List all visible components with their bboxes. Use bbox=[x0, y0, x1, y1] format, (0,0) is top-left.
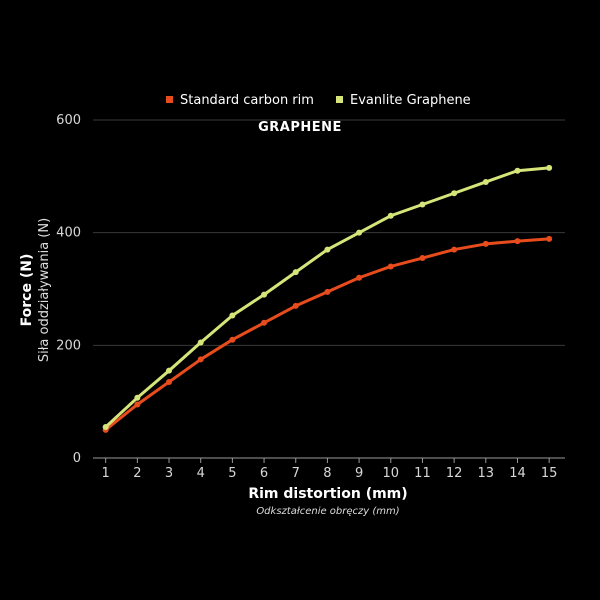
legend-label-standard: Standard carbon rim bbox=[180, 93, 314, 108]
legend-label-graphene: Evanlite Graphene bbox=[350, 93, 471, 108]
x-tick-label-7: 7 bbox=[292, 466, 300, 481]
series-0-point-7 bbox=[292, 302, 299, 309]
series-0-point-2 bbox=[134, 401, 141, 408]
series-1-point-11 bbox=[419, 201, 426, 208]
x-tick-label-2: 2 bbox=[133, 466, 141, 481]
y-tick-label-200: 200 bbox=[56, 338, 81, 353]
x-tick-label-8: 8 bbox=[323, 466, 331, 481]
series-0-point-9 bbox=[356, 274, 363, 281]
series-0-point-14 bbox=[514, 238, 521, 245]
series-1-point-8 bbox=[324, 246, 331, 253]
series-1-point-13 bbox=[482, 178, 489, 185]
x-tick-label-9: 9 bbox=[355, 466, 363, 481]
series-1-point-15 bbox=[546, 164, 553, 171]
grid-lines bbox=[93, 119, 565, 346]
series-0-point-10 bbox=[387, 263, 394, 270]
series-points bbox=[102, 164, 553, 433]
series-0-point-13 bbox=[482, 240, 489, 247]
x-tick-label-11: 11 bbox=[414, 466, 431, 481]
series-1-point-5 bbox=[229, 312, 236, 319]
y-tick-label-600: 600 bbox=[56, 113, 81, 128]
x-tick-label-14: 14 bbox=[509, 466, 526, 481]
legend-swatch-graphene bbox=[336, 96, 343, 103]
series-1-point-2 bbox=[134, 394, 141, 401]
series-0-point-8 bbox=[324, 288, 331, 295]
series-1-point-3 bbox=[166, 367, 173, 374]
series-1-point-4 bbox=[197, 339, 204, 346]
y-axis-title: Force (N) bbox=[19, 254, 35, 327]
x-tick-label-5: 5 bbox=[228, 466, 236, 481]
x-axis-subtitle: Odkształcenie obręczy (mm) bbox=[256, 506, 399, 517]
legend: Standard carbon rim Evanlite Graphene bbox=[166, 93, 471, 108]
series-0-point-3 bbox=[166, 378, 173, 385]
series-0-point-12 bbox=[451, 246, 458, 253]
legend-swatch-standard bbox=[166, 96, 173, 103]
x-tick-label-6: 6 bbox=[260, 466, 268, 481]
series-0-point-11 bbox=[419, 255, 426, 262]
x-tick-label-15: 15 bbox=[541, 466, 558, 481]
x-tick-label-10: 10 bbox=[382, 466, 399, 481]
series-1-point-14 bbox=[514, 167, 521, 174]
x-axis-title: Rim distortion (mm) bbox=[248, 486, 407, 502]
x-tick-label-1: 1 bbox=[102, 466, 110, 481]
series-1-point-7 bbox=[292, 269, 299, 276]
y-tick-label-400: 400 bbox=[56, 226, 81, 241]
series-0-point-5 bbox=[229, 336, 236, 343]
series-1-point-10 bbox=[387, 212, 394, 219]
x-tick-label-4: 4 bbox=[197, 466, 205, 481]
x-tick-label-12: 12 bbox=[446, 466, 463, 481]
series-0-point-4 bbox=[197, 356, 204, 363]
x-tick-label-3: 3 bbox=[165, 466, 173, 481]
x-tick-label-13: 13 bbox=[478, 466, 495, 481]
y-axis-subtitle: Siła oddziaływania (N) bbox=[37, 218, 52, 362]
series-1-point-9 bbox=[356, 229, 363, 236]
series-1-point-6 bbox=[261, 291, 268, 298]
series-0-point-6 bbox=[261, 319, 268, 326]
series-1-point-1 bbox=[102, 424, 109, 431]
series-1-point-12 bbox=[451, 190, 458, 197]
series-0-point-15 bbox=[546, 235, 553, 242]
y-tick-label-0: 0 bbox=[73, 451, 81, 466]
graphene-annotation: GRAPHENE bbox=[258, 120, 342, 135]
